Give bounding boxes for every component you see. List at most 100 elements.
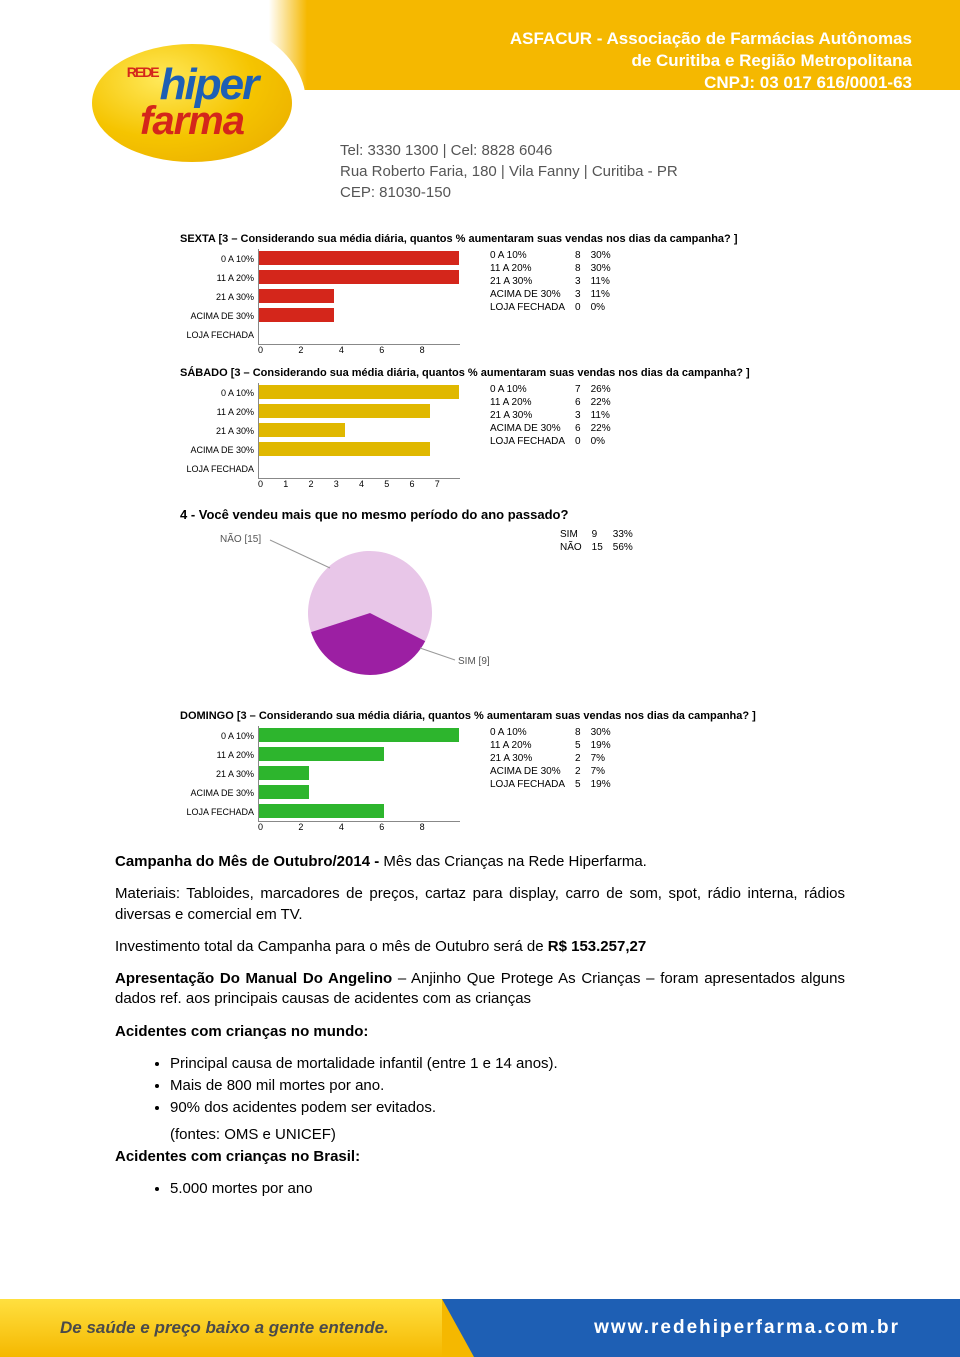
pie-label-nao: NÃO [15] — [220, 534, 261, 545]
bar-row: 0 A 10% — [180, 383, 460, 402]
table-cell: 22% — [591, 422, 621, 435]
table-cell: LOJA FECHADA — [490, 435, 575, 448]
bar-label: ACIMA DE 30% — [180, 788, 258, 798]
table-row: 11 A 20%830% — [490, 262, 621, 275]
contact-cep: CEP: 81030-150 — [340, 182, 960, 203]
contact-address: Rua Roberto Faria, 180 | Vila Fanny | Cu… — [340, 161, 960, 182]
table-cell: 0 A 10% — [490, 726, 575, 739]
bar-track — [258, 440, 460, 459]
chart-domingo: DOMINGO [3 – Considerando sua média diár… — [180, 710, 870, 832]
bar-row: ACIMA DE 30% — [180, 783, 460, 802]
contact-phones: Tel: 3330 1300 | Cel: 8828 6046 — [340, 140, 960, 161]
table-row: 21 A 30%27% — [490, 752, 621, 765]
x-tick: 6 — [379, 345, 419, 355]
bar-row: ACIMA DE 30% — [180, 306, 460, 325]
bar-track — [258, 745, 460, 764]
bar-label: 21 A 30% — [180, 769, 258, 779]
table-cell: 6 — [575, 396, 591, 409]
table-sabado: 0 A 10%726% 11 A 20%622%21 A 30%311%ACIMA… — [490, 383, 621, 448]
table-cell: 7 — [575, 383, 591, 396]
bar-row: 11 A 20% — [180, 268, 460, 287]
bar-track — [258, 402, 460, 421]
x-tick: 0 — [258, 345, 298, 355]
bar-track — [258, 726, 460, 745]
table-cell: 2 — [575, 765, 591, 778]
x-tick: 7 — [435, 479, 460, 489]
table-cell: 30% — [591, 726, 621, 739]
pie-label-sim: SIM [9] — [458, 656, 490, 667]
p3b: R$ 153.257,27 — [548, 938, 646, 955]
footer-url: www.redehiperfarma.com.br — [442, 1299, 960, 1357]
table-cell: 0 — [575, 435, 591, 448]
bar-fill — [259, 442, 430, 456]
table-sexta: 0 A 10%830%11 A 20%830%21 A 30%311%ACIMA… — [490, 249, 621, 314]
bar-track — [258, 325, 460, 344]
bar-track — [258, 306, 460, 325]
bar-row: 21 A 30% — [180, 421, 460, 440]
chart-sabado-title: SÁBADO [3 – Considerando sua média diári… — [180, 367, 870, 379]
x-tick: 6 — [410, 479, 435, 489]
table-cell: 26% — [591, 383, 621, 396]
table-cell: 21 A 30% — [490, 275, 575, 288]
table-cell: 3 — [575, 275, 591, 288]
bar-fill — [259, 270, 459, 284]
bar-label: 21 A 30% — [180, 292, 258, 302]
contact-block: Tel: 3330 1300 | Cel: 8828 6046 Rua Robe… — [340, 140, 960, 203]
x-tick: 6 — [379, 822, 419, 832]
logo-farma: farma — [140, 103, 244, 139]
chart-q4: 4 - Você vendeu mais que no mesmo períod… — [180, 507, 870, 698]
table-cell: 0 A 10% — [490, 383, 575, 396]
table-cell: 22% — [591, 396, 621, 409]
bar-fill — [259, 308, 334, 322]
table-cell: 0 A 10% — [490, 249, 575, 262]
bar-row: LOJA FECHADA — [180, 325, 460, 344]
table-row: LOJA FECHADA00% — [490, 301, 621, 314]
li3: 90% dos acidentes podem ser evitados. — [170, 1098, 845, 1118]
table-row: NÃO1556% — [560, 541, 643, 554]
table-cell: 30% — [591, 249, 621, 262]
logo-oval: REDEhiper farma — [92, 44, 292, 162]
li4: 5.000 mortes por ano — [170, 1179, 845, 1199]
bar-row: 11 A 20% — [180, 402, 460, 421]
p1-bold: Campanha do Mês de Outubro/2014 - — [115, 853, 383, 870]
table-row: 21 A 30%311% — [490, 409, 621, 422]
bar-fill — [259, 385, 459, 399]
li3sub: (fontes: OMS e UNICEF) — [170, 1125, 845, 1145]
table-cell: 15 — [592, 541, 613, 554]
table-cell: 11 A 20% — [490, 739, 575, 752]
bar-fill — [259, 804, 384, 818]
table-cell: 3 — [575, 409, 591, 422]
table-row: 11 A 20%519% — [490, 739, 621, 752]
table-row: ACIMA DE 30%311% — [490, 288, 621, 301]
bar-label: 11 A 20% — [180, 273, 258, 283]
table-cell: NÃO — [560, 541, 592, 554]
table-cell: 8 — [575, 262, 591, 275]
table-cell: ACIMA DE 30% — [490, 288, 575, 301]
bars-domingo: 0 A 10%11 A 20%21 A 30%ACIMA DE 30%LOJA … — [180, 726, 460, 832]
table-cell: 9 — [592, 528, 613, 541]
bar-label: LOJA FECHADA — [180, 807, 258, 817]
bars-sabado: 0 A 10%11 A 20%21 A 30%ACIMA DE 30%LOJA … — [180, 383, 460, 489]
table-cell: 8 — [575, 249, 591, 262]
bar-label: 0 A 10% — [180, 254, 258, 264]
table-cell: 11 A 20% — [490, 396, 575, 409]
bar-fill — [259, 289, 334, 303]
charts-panel: SEXTA [3 – Considerando sua média diária… — [180, 233, 870, 832]
table-cell: 7% — [591, 765, 621, 778]
x-tick: 5 — [384, 479, 409, 489]
bar-label: 0 A 10% — [180, 731, 258, 741]
table-cell: ACIMA DE 30% — [490, 765, 575, 778]
table-cell: 11% — [591, 409, 621, 422]
x-tick: 2 — [298, 822, 338, 832]
bar-track — [258, 249, 460, 268]
p4a: Apresentação Do Manual Do Angelino — [115, 970, 392, 987]
table-cell: SIM — [560, 528, 592, 541]
chart-sexta-title: SEXTA [3 – Considerando sua média diária… — [180, 233, 870, 245]
pie-wrap: NÃO [15] SIM [9] — [220, 528, 520, 698]
table-row: 21 A 30%311% — [490, 275, 621, 288]
list-world: Principal causa de mortalidade infantil … — [170, 1054, 845, 1119]
table-row: ACIMA DE 30%622% — [490, 422, 621, 435]
bar-track — [258, 287, 460, 306]
bar-fill — [259, 785, 309, 799]
bar-row: 0 A 10% — [180, 249, 460, 268]
